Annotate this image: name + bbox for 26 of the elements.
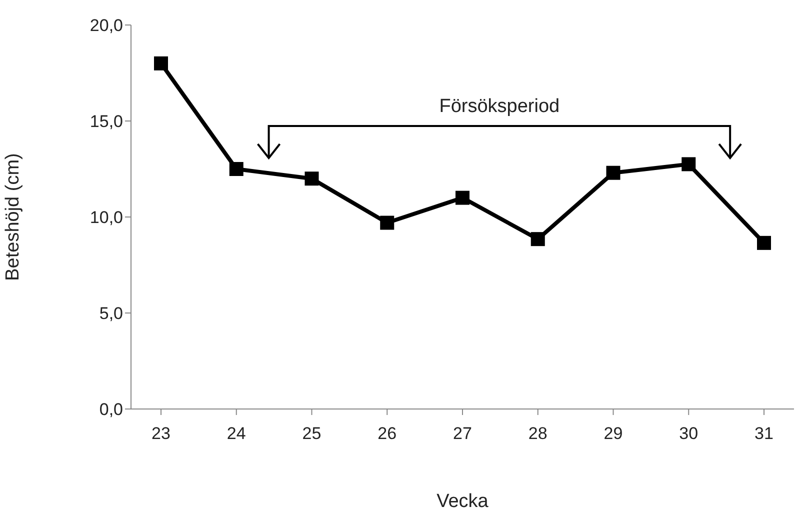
x-tick-label: 31 bbox=[754, 424, 774, 444]
point bbox=[682, 157, 696, 172]
y-tick-label: 20,0 bbox=[90, 16, 123, 36]
point bbox=[530, 232, 545, 246]
y-tick-label: 5,0 bbox=[99, 304, 123, 324]
point bbox=[304, 172, 319, 186]
x-tick-label: 23 bbox=[152, 424, 170, 444]
x-tick-label: 30 bbox=[679, 424, 698, 444]
y-tick-label: 15,0 bbox=[90, 112, 123, 132]
point bbox=[606, 166, 620, 180]
annotation: Försöksperiod bbox=[439, 96, 560, 117]
point bbox=[229, 162, 244, 176]
x-tick-label: 26 bbox=[378, 424, 397, 444]
x-tick-label: 25 bbox=[302, 424, 322, 444]
point bbox=[380, 216, 394, 230]
point bbox=[154, 56, 168, 70]
y-axis-title: Beteshöjd (cm) bbox=[2, 153, 24, 281]
y-tick-label: 10,0 bbox=[90, 208, 123, 228]
point bbox=[757, 236, 771, 250]
x-tick-label: 27 bbox=[453, 424, 472, 444]
x-tick-label: 24 bbox=[226, 424, 246, 444]
x-tick-label: 28 bbox=[528, 424, 548, 444]
point bbox=[456, 190, 470, 205]
x-tick-label: 29 bbox=[604, 424, 623, 444]
x-axis-title: Vecka bbox=[436, 491, 489, 512]
y-tick-label: 0,0 bbox=[99, 400, 123, 420]
